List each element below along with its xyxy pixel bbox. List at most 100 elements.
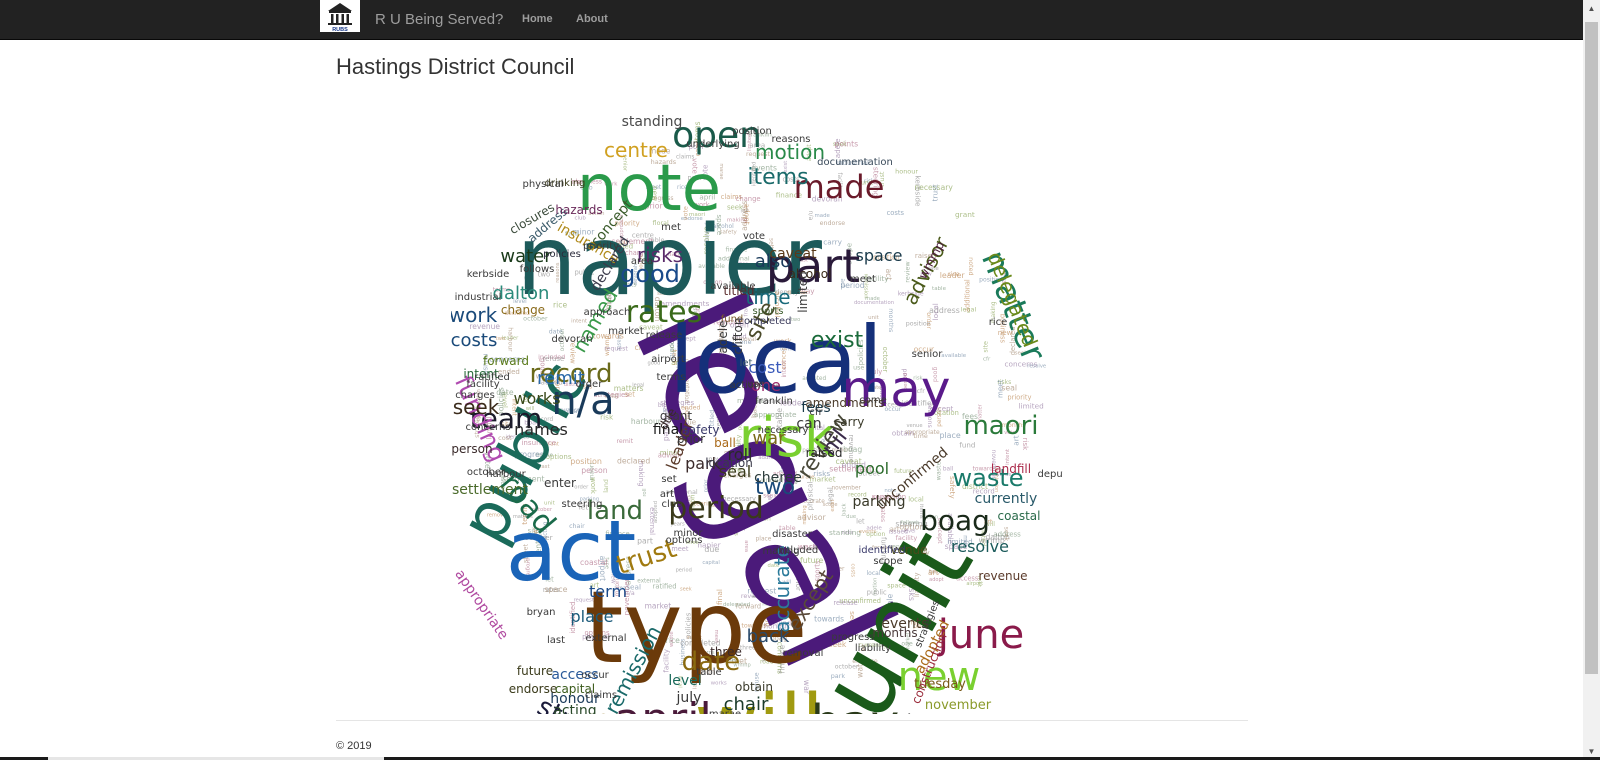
wordcloud-word: remit (537, 368, 585, 389)
brand-link[interactable]: R U Being Served? (375, 11, 504, 28)
wordcloud-filler-word: resolve (702, 226, 711, 254)
wordcloud-filler-word: table (932, 286, 947, 292)
wordcloud-filler-word: chair (569, 523, 585, 530)
wordcloud-filler-word: underlying (761, 477, 798, 485)
wordcloud-filler-word: final (715, 589, 724, 605)
wordcloud-word: kerbside (467, 269, 510, 280)
wordcloud-filler-word: work (536, 373, 553, 381)
wordcloud-filler-word: industrial (836, 159, 869, 167)
wordcloud-filler-word: new (610, 571, 617, 583)
wordcloud-word: work (451, 303, 498, 327)
wordcloud-word: date (682, 647, 741, 677)
wordcloud-filler-word: trust (796, 258, 808, 264)
wordcloud-filler-word: removal (733, 337, 757, 343)
wordcloud-filler-word: space (887, 583, 906, 590)
wordcloud-word: exist (811, 328, 864, 353)
wordcloud-filler-word: position (802, 448, 825, 454)
wordcloud-word: prior (677, 432, 705, 446)
wordcloud-filler-word: maori (589, 463, 596, 481)
wordcloud-filler-word: public (867, 589, 887, 597)
wordcloud-filler-word: meet (671, 545, 689, 553)
nav-home-link[interactable]: Home (522, 13, 553, 25)
wordcloud-filler-word: new (998, 328, 1013, 337)
wordcloud-word: currently (975, 491, 1038, 507)
wordcloud-filler-word: funding (880, 537, 888, 563)
wordcloud-filler-word: water (856, 655, 865, 678)
wordcloud-filler-word: table (886, 593, 895, 613)
footer-divider (336, 720, 1248, 721)
wordcloud-filler-word: policies (685, 612, 693, 639)
wordcloud-filler-word: future (751, 579, 758, 597)
wordcloud-filler-word: made (649, 146, 671, 155)
wordcloud-word: claims (585, 690, 617, 701)
wordcloud-filler-word: order (691, 308, 699, 326)
wordcloud-filler-word: local (908, 495, 924, 503)
wordcloud-filler-word: future (894, 469, 912, 475)
wordcloud-filler-word: will (526, 406, 535, 412)
wordcloud-filler-word: towards (741, 622, 766, 629)
scrollbar-thumb[interactable] (1585, 22, 1598, 674)
wordcloud-filler-word: position (873, 253, 900, 261)
wordcloud-filler-word: caveat (639, 324, 663, 332)
nav-about-link[interactable]: About (576, 13, 608, 25)
scroll-up-arrow-icon[interactable]: ▲ (1587, 4, 1596, 13)
wordcloud-word: settlement (452, 482, 529, 498)
wordcloud-filler-word: boag (771, 635, 788, 643)
wordcloud-filler-word: matter (977, 403, 983, 422)
wordcloud-filler-word: rice (948, 271, 960, 278)
wordcloud-filler-word: concerns (691, 650, 715, 656)
wordcloud-filler-word: identified (599, 242, 633, 251)
wordcloud-filler-word: items (693, 121, 702, 142)
wordcloud-filler-word: options (546, 453, 572, 461)
wordcloud-filler-word: market (809, 475, 835, 484)
wordcloud-word: water (500, 246, 552, 267)
wordcloud-filler-word: motion (737, 396, 763, 405)
wordcloud-filler-word: rice (677, 185, 688, 191)
wordcloud-word: costs (451, 330, 497, 351)
wordcloud-filler-word: pool (687, 174, 701, 182)
wordcloud-filler-word: request (604, 345, 628, 352)
wordcloud-word: charges (455, 390, 495, 401)
wordcloud-word: cost (748, 358, 781, 377)
wordcloud-word: concerns (465, 422, 510, 433)
wordcloud-filler-word: will (985, 521, 995, 528)
wordcloud-filler-word: access (880, 402, 901, 409)
wordcloud-filler-word: site (501, 421, 512, 428)
wordcloud-filler-word: centre (632, 232, 654, 240)
wordcloud-filler-word: two (496, 336, 505, 342)
logo[interactable]: RUBS (320, 0, 360, 32)
wordcloud-filler-word: wmmp (733, 662, 750, 668)
wordcloud-filler-word: removal (487, 513, 508, 519)
wordcloud-filler-word: adopted (802, 376, 826, 382)
wordcloud-word: events (881, 616, 928, 632)
wordcloud-filler-word: policies (857, 339, 865, 365)
wordcloud-word: roll (728, 445, 753, 464)
wordcloud-word: maori (963, 411, 1038, 441)
taskbar-active-item[interactable] (48, 757, 384, 760)
wordcloud-word: cheree (754, 470, 802, 486)
wordcloud-filler-word: club (575, 216, 587, 222)
wordcloud-filler-word: making (637, 460, 646, 486)
wordcloud-filler-word: towards (973, 466, 996, 472)
wordcloud-filler-word: part (913, 622, 927, 630)
wordcloud-filler-word: forward (872, 545, 893, 551)
wordcloud-filler-word: open (730, 321, 749, 330)
wordcloud-filler-word: additional (665, 488, 697, 496)
wordcloud-filler-word: future (800, 556, 823, 565)
wordcloud-word: hazards (555, 203, 602, 217)
wordcloud-word: also (755, 251, 791, 272)
scroll-down-arrow-icon[interactable]: ▼ (1587, 747, 1596, 756)
wordcloud-filler-word: grant (955, 210, 975, 219)
wordcloud-filler-word: limited (1019, 401, 1044, 410)
wordcloud-filler-word: location (878, 378, 884, 401)
wordcloud-filler-word: towards (593, 332, 624, 341)
wordcloud-filler-word: centre (820, 436, 826, 455)
wordcloud-filler-word: review (741, 592, 763, 600)
wordcloud-filler-word: ball (943, 466, 954, 472)
wordcloud-word: market (608, 326, 644, 337)
wordcloud-filler-word: work (774, 336, 792, 345)
wordcloud-filler-word: noted (980, 528, 987, 546)
wordcloud-filler-word: intent (686, 635, 702, 641)
wordcloud-word: june (937, 612, 1024, 658)
wordcloud-filler-word: intent (782, 360, 788, 378)
